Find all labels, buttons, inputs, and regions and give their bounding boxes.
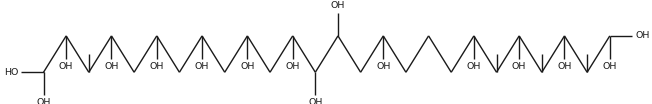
Text: OH: OH [149, 62, 164, 71]
Text: OH: OH [37, 98, 51, 104]
Text: OH: OH [602, 62, 617, 71]
Text: OH: OH [286, 62, 300, 71]
Text: OH: OH [557, 62, 572, 71]
Text: OH: OH [467, 62, 481, 71]
Text: OH: OH [195, 62, 209, 71]
Text: OH: OH [512, 62, 526, 71]
Text: OH: OH [104, 62, 119, 71]
Text: OH: OH [59, 62, 74, 71]
Text: OH: OH [308, 98, 323, 104]
Text: HO: HO [4, 68, 18, 77]
Text: OH: OH [635, 31, 649, 40]
Text: OH: OH [240, 62, 254, 71]
Text: OH: OH [376, 62, 391, 71]
Text: OH: OH [331, 1, 345, 10]
